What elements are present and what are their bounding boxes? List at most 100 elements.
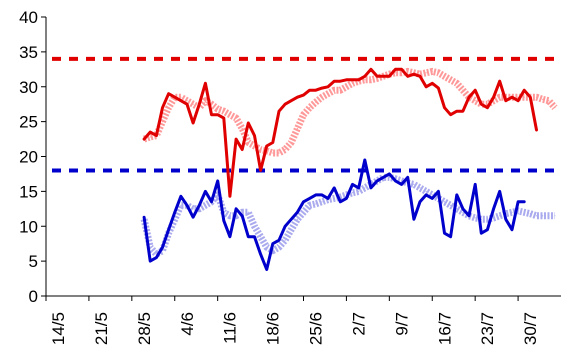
data-point <box>437 87 439 89</box>
data-point <box>535 129 538 131</box>
data-point <box>161 107 164 109</box>
data-point <box>542 215 544 217</box>
data-point <box>419 201 421 203</box>
data-point <box>302 201 305 203</box>
data-point <box>241 148 243 151</box>
data-point <box>554 107 556 109</box>
data-point <box>443 75 446 77</box>
data-point <box>296 218 298 220</box>
data-point <box>462 208 464 210</box>
data-point <box>351 183 354 185</box>
data-point <box>149 246 151 248</box>
data-point <box>174 211 176 213</box>
y-tick-label: 40 <box>19 8 38 27</box>
data-point <box>480 232 482 234</box>
data-point <box>296 96 298 98</box>
data-point <box>223 220 225 222</box>
data-point <box>272 243 274 245</box>
data-point <box>204 100 207 102</box>
data-point <box>529 96 531 98</box>
data-point <box>327 197 329 199</box>
data-point <box>217 108 219 110</box>
data-point <box>443 201 446 203</box>
data-point <box>499 215 501 217</box>
data-point <box>394 68 397 70</box>
data-point <box>431 82 433 84</box>
data-point <box>272 141 274 144</box>
data-point <box>241 211 243 213</box>
data-point <box>284 225 286 227</box>
data-point <box>523 96 525 98</box>
data-point <box>168 93 170 95</box>
data-point <box>499 190 501 192</box>
data-point <box>168 107 170 109</box>
data-point <box>345 86 348 88</box>
data-point <box>174 96 176 98</box>
data-point <box>388 176 390 179</box>
data-point <box>474 183 476 185</box>
data-point <box>517 210 519 212</box>
data-point <box>505 218 507 220</box>
data-point <box>511 211 513 213</box>
data-point <box>321 96 323 98</box>
series-line <box>142 158 526 271</box>
data-point <box>235 138 237 140</box>
data-point <box>309 204 311 206</box>
data-point <box>462 110 464 112</box>
data-point <box>400 183 403 185</box>
data-point <box>462 89 464 91</box>
data-point <box>358 79 360 81</box>
x-tick-label: 16/7 <box>435 312 454 345</box>
data-point <box>400 180 403 182</box>
data-point <box>486 107 489 109</box>
data-point <box>419 75 421 77</box>
data-point <box>431 70 433 73</box>
data-point <box>149 131 151 133</box>
data-point <box>388 75 390 77</box>
data-point <box>321 87 323 89</box>
data-point <box>229 215 231 217</box>
data-point <box>492 208 495 210</box>
data-point <box>302 211 305 213</box>
data-point <box>296 211 298 213</box>
data-point <box>456 208 458 210</box>
data-point <box>168 229 170 231</box>
reference-lines <box>52 56 561 173</box>
data-point <box>302 94 305 96</box>
data-point <box>186 100 188 102</box>
data-point <box>388 173 390 175</box>
data-point <box>492 217 495 219</box>
data-point <box>266 246 268 248</box>
data-point <box>229 236 231 238</box>
data-point <box>370 187 372 189</box>
data-point <box>161 121 164 123</box>
data-point <box>204 190 207 192</box>
data-point <box>364 159 366 161</box>
data-point <box>309 197 311 199</box>
data-point <box>192 103 194 105</box>
data-point <box>450 236 452 238</box>
y-tick-label: 20 <box>19 148 38 167</box>
data-point <box>486 218 489 220</box>
y-tick-label: 30 <box>19 78 38 97</box>
data-point <box>358 190 360 192</box>
data-point <box>155 257 157 259</box>
data-point <box>217 180 219 182</box>
data-point <box>499 96 501 98</box>
data-point <box>450 79 452 81</box>
data-point <box>290 141 292 144</box>
data-point <box>210 103 213 105</box>
x-tick-label: 14/5 <box>49 312 68 345</box>
data-point <box>278 152 280 154</box>
x-tick-label: 28/5 <box>135 312 154 345</box>
data-point <box>247 122 249 124</box>
data-point <box>217 114 219 116</box>
x-tick-label: 2/7 <box>349 312 368 336</box>
data-point <box>161 246 164 248</box>
data-point <box>149 260 151 262</box>
data-point <box>290 218 292 220</box>
data-point <box>253 134 256 137</box>
data-point <box>462 211 464 213</box>
data-point <box>247 236 249 238</box>
data-point <box>351 79 354 81</box>
